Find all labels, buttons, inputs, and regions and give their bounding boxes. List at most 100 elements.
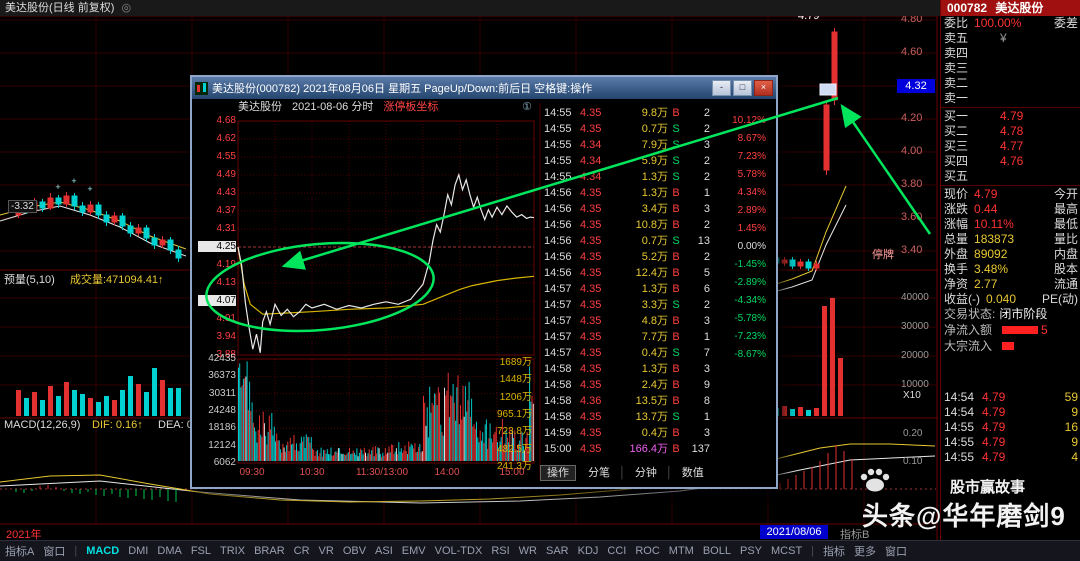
tick-row[interactable]: 14:56 4.35 0.7万 S 13 [544, 235, 710, 247]
tick-row[interactable]: 14:56 4.35 12.4万 B 5 [544, 267, 710, 279]
panel-tick-volume: 9 [1071, 435, 1078, 449]
indicator-tab-psy[interactable]: PSY [739, 545, 762, 557]
pin-icon[interactable]: ◎ [121, 2, 132, 14]
tick-row[interactable]: 14:56 4.35 10.8万 B 2 [544, 219, 710, 231]
tick-row[interactable]: 14:56 4.35 1.3万 B 1 [544, 187, 710, 199]
tick-row[interactable]: 14:57 4.35 1.3万 B 6 [544, 283, 710, 295]
tick-row[interactable]: 14:58 4.36 13.5万 B 8 [544, 395, 710, 407]
indicator-tab-mcst[interactable]: MCST [771, 545, 803, 557]
left-tab-1[interactable]: 指标A [5, 546, 35, 558]
sell-level-row: 卖一 [941, 91, 1080, 106]
indicator-tab-vol-tdx[interactable]: VOL-TDX [434, 545, 483, 557]
indicator-tab-emv[interactable]: EMV [401, 545, 426, 557]
tick-row[interactable]: 14:56 4.35 5.2万 B 2 [544, 251, 710, 263]
weibi-label: 委比 [944, 16, 969, 30]
group-separator: | [811, 545, 815, 557]
info-row: 涨幅 10.11% 最低 [941, 217, 1080, 232]
panel-tick-row: 14:54 4.79 9 [941, 405, 1080, 420]
indicator-tab-vr[interactable]: VR [318, 545, 334, 557]
indicator-tab-roc[interactable]: ROC [635, 545, 660, 557]
panel-tick-volume: 4 [1071, 450, 1078, 464]
indicator-tab-asi[interactable]: ASI [375, 545, 393, 557]
indicator-tab-trix[interactable]: TRIX [220, 545, 246, 557]
indicator-tab-kdj[interactable]: KDJ [577, 545, 599, 557]
panel-tick-volume: 59 [1064, 390, 1078, 404]
sell-level-row: 卖五 ¥ [941, 31, 1080, 46]
indicator-tab-obv[interactable]: OBV [342, 545, 367, 557]
popup-titlebar[interactable]: 美达股份(000782) 2021年08月06日 星期五 PageUp/Down… [192, 77, 776, 99]
indicator-tab-fsl[interactable]: FSL [190, 545, 212, 557]
flow-value: 5 [1041, 322, 1048, 337]
sell-level-row: 卖二 [941, 76, 1080, 91]
right-tab-1[interactable]: 指标 [823, 546, 846, 558]
tick-row[interactable]: 14:56 4.35 3.4万 B 3 [544, 203, 710, 215]
info-row: 换手 3.48% 股本 [941, 262, 1080, 277]
left-tab-2[interactable]: 窗口 [43, 546, 66, 558]
trade-status-label: 交易状态: [944, 307, 996, 321]
indicator-tab-brar[interactable]: BRAR [254, 545, 285, 557]
indicator-tab-bar: 指标A 窗口 | MACD DMI DMA FSL TRIX BRAR CR VR OBV ASI EMV… [0, 540, 1080, 561]
indicator-tab-cr[interactable]: CR [293, 545, 310, 557]
tick-row[interactable]: 14:58 4.35 1.3万 B 3 [544, 363, 710, 375]
tick-row[interactable]: 14:55 4.34 5.9万 S 2 [544, 155, 710, 167]
tick-row[interactable]: 14:57 4.35 7.7万 B 1 [544, 331, 710, 343]
info-label: 涨跌 [944, 202, 969, 216]
tick-row[interactable]: 14:57 4.35 4.8万 B 3 [544, 315, 710, 327]
flow-bar [1002, 326, 1038, 334]
panel-tick-time: 14:55 [944, 420, 975, 434]
indicator-tab-macd[interactable]: MACD [86, 545, 120, 557]
panel-tick-list: 14:54 4.79 59 14:54 4.79 9 14:55 4.79 16 14:55 4.7… [941, 390, 1080, 465]
popup-stock-name: 美达股份 [238, 101, 282, 113]
tick-row[interactable]: 14:55 4.34 7.9万 S 3 [544, 139, 710, 151]
buy-level-row: 买四 4.76 [941, 154, 1080, 169]
maximize-button[interactable]: □ [733, 80, 752, 96]
tick-row[interactable]: 14:55 4.35 0.7万 S 2 [544, 123, 710, 135]
indicator-tab-dma[interactable]: DMA [157, 545, 182, 557]
tick-row[interactable]: 14:57 4.35 0.4万 S 7 [544, 347, 710, 359]
sell-level-label: 卖二 [944, 76, 969, 90]
sell-level-price: ¥ [1000, 31, 1007, 45]
tick-row[interactable]: 14:58 4.35 2.4万 B 9 [544, 379, 710, 391]
info-icon[interactable]: ① [522, 101, 532, 113]
action-button[interactable]: 操作 [540, 465, 576, 481]
trade-status-value: 闭市阶段 [999, 307, 1048, 321]
info-label-2: 今开 [1053, 187, 1078, 201]
indicator-tab-wr[interactable]: WR [518, 545, 537, 557]
minimize-button[interactable]: - [712, 80, 731, 96]
indicator-tab-boll[interactable]: BOLL [702, 545, 731, 557]
info-row: 净资 2.77 流通 [941, 277, 1080, 292]
info-value: 0.040 [986, 292, 1017, 306]
indicator-tab-rsi[interactable]: RSI [491, 545, 510, 557]
indicator-tab-mtm[interactable]: MTM [668, 545, 694, 557]
close-button[interactable]: × [754, 80, 773, 96]
popup-tab-1[interactable]: 分笔 [588, 467, 610, 479]
sell-level-label: 卖四 [944, 46, 969, 60]
info-value: 4.79 [974, 187, 998, 201]
trade-status-row: 交易状态: 闭市阶段 [941, 307, 1080, 322]
stock-name: 美达股份 [995, 1, 1044, 15]
info-label-2: 股本 [1053, 262, 1078, 276]
tick-row[interactable]: 14:58 4.35 13.7万 S 1 [544, 411, 710, 423]
indicator-tab-cci[interactable]: CCI [607, 545, 627, 557]
tick-row[interactable]: 14:55 4.34 1.3万 S 2 [544, 171, 710, 183]
indicator-tab-dmi[interactable]: DMI [128, 545, 149, 557]
tick-row[interactable]: 15:00 4.35 166.4万 B 137 [544, 443, 710, 455]
panel-tick-row: 14:55 4.79 9 [941, 435, 1080, 450]
svg-text:+: + [87, 184, 92, 194]
right-tab-2[interactable]: 更多 [854, 546, 877, 558]
popup-tab-2[interactable]: 分钟 [634, 467, 657, 479]
tick-row[interactable]: 14:57 4.35 3.3万 S 2 [544, 299, 710, 311]
info-value: 10.11% [974, 217, 1014, 231]
panel-tick-time: 14:54 [944, 405, 975, 419]
info-label: 涨幅 [944, 217, 969, 231]
popup-tab-3[interactable]: 数值 [681, 467, 704, 479]
weibi-row: 委比 100.00% 委差 [941, 16, 1080, 31]
tick-row[interactable]: 14:59 4.35 0.4万 B 3 [544, 427, 710, 439]
indicator-tab-sar[interactable]: SAR [545, 545, 569, 557]
sell-level-label: 卖五 [944, 31, 969, 45]
buy-level-row: 买二 4.78 [941, 124, 1080, 139]
right-tab-3[interactable]: 窗口 [885, 546, 908, 558]
intraday-panel: 美达股份 2021-08-06 分时 涨停板坐标 ① 4.68 4.62 4.55 4… [192, 99, 772, 483]
info-value: 89092 [974, 247, 1008, 261]
